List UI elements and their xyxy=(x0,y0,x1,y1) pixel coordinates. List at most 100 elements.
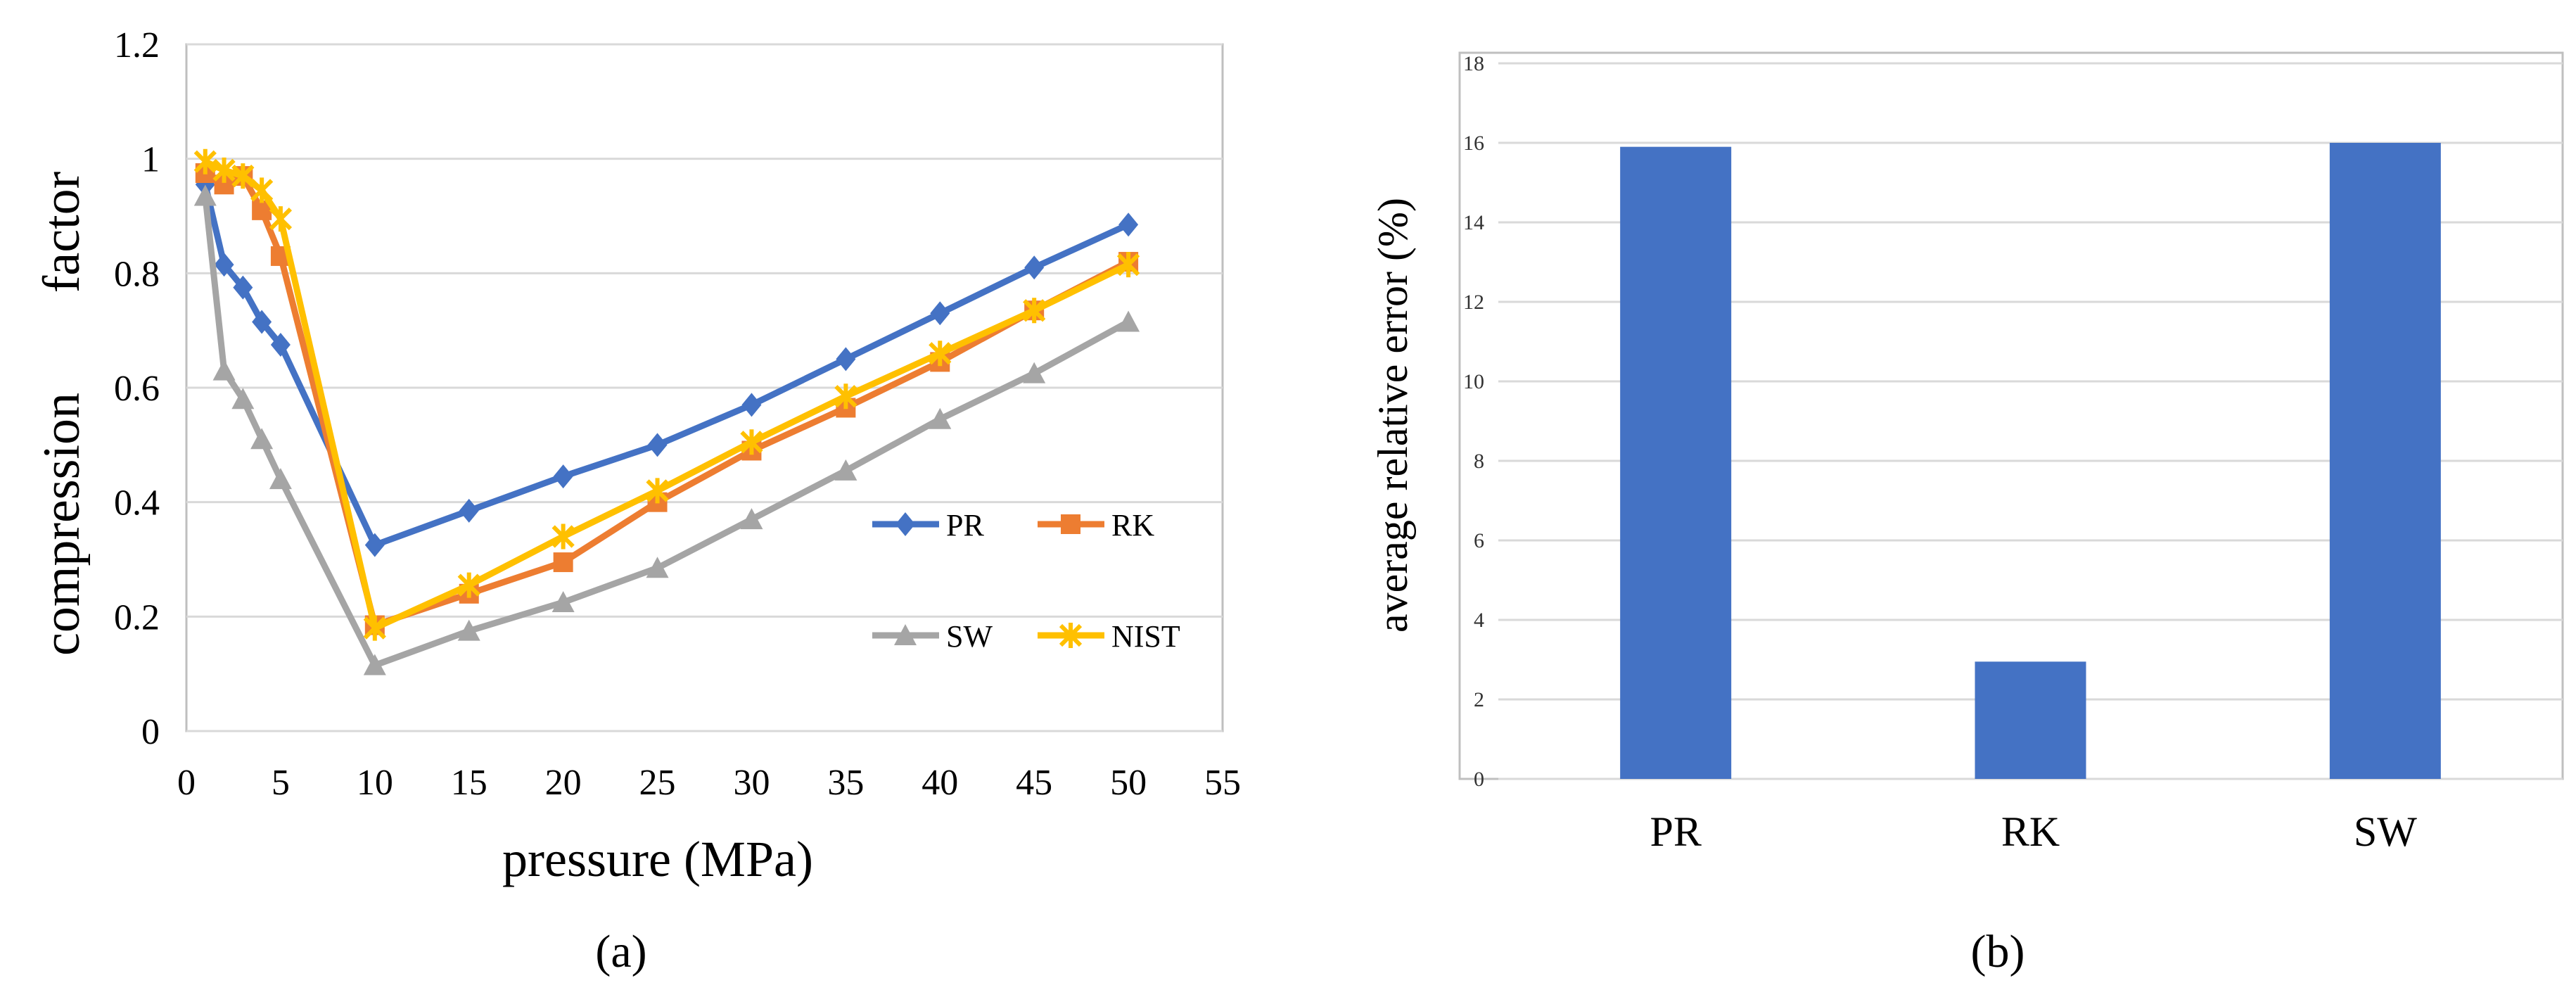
chart-a-x-tick-labels: 0 5 10 15 20 25 30 35 40 45 50 55 xyxy=(177,763,1241,803)
chart-a-point-pr xyxy=(836,347,856,372)
chart-a-point-nist xyxy=(929,341,952,367)
chart-a-point-sw xyxy=(646,557,669,578)
chart-a-point-pr xyxy=(741,393,762,417)
chart-a-point-nist xyxy=(250,177,274,203)
chart-a-point-nist xyxy=(646,478,669,504)
chart-b-bar-rk xyxy=(1975,661,2086,779)
chart-a-point-nist xyxy=(231,163,255,189)
chart-a-y-axis-label-word-1: compression xyxy=(33,393,91,656)
chart-b-category-label: SW xyxy=(2354,808,2417,855)
chart-a-point-sw xyxy=(834,459,857,481)
chart-a-y-tick-label: 1 xyxy=(141,140,160,180)
chart-a-point-pr xyxy=(214,253,234,277)
chart-b-y-tick-label: 18 xyxy=(1463,52,1484,75)
chart-a-point-pr xyxy=(930,301,950,326)
chart-a-point-nist xyxy=(1023,298,1046,324)
chart-a-y-tick-label: 1.2 xyxy=(114,25,160,65)
chart-a-point-nist xyxy=(457,572,480,598)
chart-b-y-tick-label: 8 xyxy=(1474,450,1484,473)
chart-a-x-tick-label: 40 xyxy=(922,763,958,803)
chart-a-y-tick-labels: 0 0.2 0.4 0.6 0.8 1 1.2 xyxy=(114,25,160,752)
chart-a-legend-item-rk: RK xyxy=(1038,508,1154,542)
chart-a-point-sw xyxy=(269,468,292,490)
chart-a-x-tick-label: 10 xyxy=(357,763,393,803)
chart-b-y-tick-label: 14 xyxy=(1463,211,1484,234)
chart-b-bar-sw xyxy=(2329,143,2441,779)
chart-a-legend-marker xyxy=(1059,623,1083,648)
chart-b-category-label: PR xyxy=(1650,808,1701,855)
chart-a-legend-marker xyxy=(895,512,915,536)
chart-a-point-pr xyxy=(1024,255,1045,280)
chart-a-point-sw xyxy=(193,184,217,206)
chart-a-point-sw xyxy=(363,654,386,675)
chart-a-x-tick-label: 35 xyxy=(827,763,864,803)
chart-a-legend-marker xyxy=(1061,514,1080,534)
chart-a-legend: PR RK SW NIST xyxy=(872,508,1180,654)
chart-a-point-nist xyxy=(551,523,575,550)
chart-a-point-pr xyxy=(233,275,253,300)
chart-a-point-pr xyxy=(459,498,479,523)
chart-a-point-nist xyxy=(193,148,217,174)
chart-a-y-tick-label: 0.2 xyxy=(114,597,160,637)
chart-a-x-axis-label: pressure (MPa) xyxy=(502,831,813,887)
chart-b-bar-pr xyxy=(1620,146,1732,779)
chart-a-x-tick-label: 45 xyxy=(1016,763,1052,803)
chart-a-y-tick-label: 0 xyxy=(141,712,160,752)
chart-a-line-sw xyxy=(202,196,1130,668)
chart-a-x-tick-label: 0 xyxy=(177,763,196,803)
chart-b-category-labels: PR RK SW xyxy=(1650,808,2417,855)
chart-a-point-sw xyxy=(212,359,236,381)
chart-a-line-rk xyxy=(203,170,1130,629)
chart-a-legend-label: SW xyxy=(946,619,993,654)
chart-a-x-tick-label: 20 xyxy=(545,763,582,803)
chart-a-point-sw xyxy=(740,508,763,530)
panel-b-label: (b) xyxy=(1971,926,2025,977)
chart-a-series-pr xyxy=(195,172,1139,557)
chart-a-legend-item-sw: SW xyxy=(872,619,993,654)
chart-a-legend-label: PR xyxy=(946,508,984,542)
chart-a-point-sw xyxy=(1023,362,1046,383)
chart-a-x-tick-label: 25 xyxy=(639,763,676,803)
chart-a-legend-item-nist: NIST xyxy=(1038,619,1180,654)
chart-a-point-sw xyxy=(929,407,952,429)
chart-a-x-tick-label: 55 xyxy=(1204,763,1241,803)
chart-a-point-pr xyxy=(647,433,668,457)
chart-a-series-nist xyxy=(193,148,1140,641)
chart-a-point-pr xyxy=(553,464,573,489)
chart-a-point-sw xyxy=(231,388,255,410)
chart-a-y-tick-label: 0.6 xyxy=(114,369,160,409)
chart-a-point-pr xyxy=(270,333,291,357)
chart-a-point-pr xyxy=(252,310,272,334)
chart-b-y-tick-label: 0 xyxy=(1474,768,1484,791)
chart-a-point-sw xyxy=(551,591,575,612)
chart-a-legend-label: NIST xyxy=(1111,619,1180,654)
chart-b-y-tick-label: 6 xyxy=(1474,529,1484,552)
chart-a-point-nist xyxy=(269,206,293,232)
chart-b-y-tick-labels: 0 2 4 6 8 10 12 14 16 18 xyxy=(1463,52,1484,791)
chart-b: 0 2 4 6 8 10 12 14 16 18 PR RK SW average relative … xyxy=(1370,51,2564,977)
chart-a-series-sw xyxy=(193,184,1140,675)
chart-b-y-tick-label: 10 xyxy=(1463,370,1484,393)
chart-b-bars xyxy=(1620,143,2441,779)
chart-a-legend-item-pr: PR xyxy=(872,508,984,542)
chart-a-x-tick-label: 15 xyxy=(451,763,487,803)
chart-a-point-nist xyxy=(834,383,857,410)
chart-a-gridlines xyxy=(186,43,1223,732)
chart-a-point-nist xyxy=(740,429,763,455)
chart-a-point-pr xyxy=(364,533,385,557)
chart-a-legend-marker xyxy=(894,624,917,645)
chart-a-point-rk xyxy=(553,552,573,573)
chart-a-point-nist xyxy=(1116,252,1140,278)
chart-a-x-tick-label: 30 xyxy=(733,763,770,803)
chart-b-y-tick-label: 4 xyxy=(1474,609,1484,632)
chart-a-x-tick-label: 50 xyxy=(1110,763,1147,803)
chart-a: 0 0.2 0.4 0.6 0.8 1 1.2 0 5 10 15 20 25 30 35 40 45 50 55… xyxy=(33,25,1241,977)
chart-b-y-tick-label: 2 xyxy=(1474,688,1484,711)
chart-a-y-tick-label: 0.8 xyxy=(114,254,160,294)
chart-a-x-tick-label: 5 xyxy=(272,763,290,803)
chart-b-category-label: RK xyxy=(2001,808,2060,855)
chart-a-point-sw xyxy=(250,428,274,450)
chart-b-y-tick-label: 16 xyxy=(1463,132,1484,155)
chart-a-legend-label: RK xyxy=(1111,508,1154,542)
